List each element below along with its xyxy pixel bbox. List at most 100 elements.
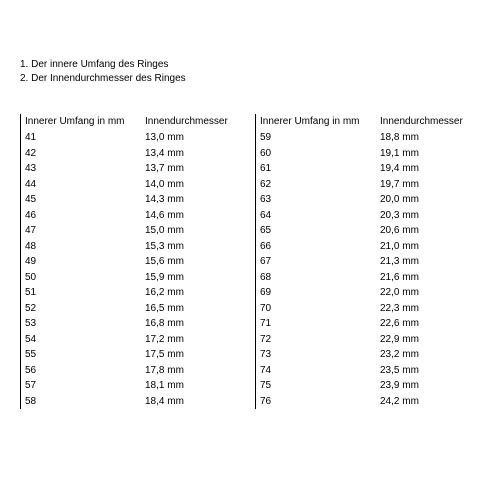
cell-durchmesser: 18,8 mm <box>380 130 480 146</box>
cell-durchmesser: 15,0 mm <box>145 223 245 239</box>
table-row: 5316,8 mm <box>25 316 245 332</box>
table-row: 5116,2 mm <box>25 285 245 301</box>
cell-durchmesser: 15,3 mm <box>145 239 245 255</box>
cell-durchmesser: 13,4 mm <box>145 146 245 162</box>
table-row: 7222,9 mm <box>260 332 480 348</box>
table-body-right: 5918,8 mm6019,1 mm6119,4 mm6219,7 mm6320… <box>260 130 480 409</box>
table-row: 4514,3 mm <box>25 192 245 208</box>
cell-umfang: 66 <box>260 239 380 255</box>
cell-umfang: 47 <box>25 223 145 239</box>
cell-durchmesser: 22,0 mm <box>380 285 480 301</box>
cell-umfang: 49 <box>25 254 145 270</box>
cell-durchmesser: 21,6 mm <box>380 270 480 286</box>
table-row: 7022,3 mm <box>260 301 480 317</box>
table-row: 7423,5 mm <box>260 363 480 379</box>
header-col-durchmesser: Innendurchmesser <box>145 114 245 130</box>
cell-umfang: 52 <box>25 301 145 317</box>
table-row: 7624,2 mm <box>260 394 480 410</box>
table-right: Innerer Umfang in mm Innendurchmesser 59… <box>255 114 480 409</box>
cell-durchmesser: 19,1 mm <box>380 146 480 162</box>
cell-umfang: 41 <box>25 130 145 146</box>
table-row: 6922,0 mm <box>260 285 480 301</box>
table-header: Innerer Umfang in mm Innendurchmesser <box>260 114 480 130</box>
cell-durchmesser: 16,8 mm <box>145 316 245 332</box>
cell-durchmesser: 19,7 mm <box>380 177 480 193</box>
cell-durchmesser: 23,5 mm <box>380 363 480 379</box>
table-row: 5417,2 mm <box>25 332 245 348</box>
cell-umfang: 64 <box>260 208 380 224</box>
cell-umfang: 76 <box>260 394 380 410</box>
cell-umfang: 60 <box>260 146 380 162</box>
table-row: 4915,6 mm <box>25 254 245 270</box>
table-row: 4715,0 mm <box>25 223 245 239</box>
header-col-umfang: Innerer Umfang in mm <box>260 114 380 130</box>
cell-umfang: 51 <box>25 285 145 301</box>
table-row: 6621,0 mm <box>260 239 480 255</box>
table-body-left: 4113,0 mm4213,4 mm4313,7 mm4414,0 mm4514… <box>25 130 245 409</box>
cell-umfang: 48 <box>25 239 145 255</box>
cell-durchmesser: 15,9 mm <box>145 270 245 286</box>
cell-umfang: 54 <box>25 332 145 348</box>
table-row: 6520,6 mm <box>260 223 480 239</box>
table-row: 6821,6 mm <box>260 270 480 286</box>
cell-umfang: 57 <box>25 378 145 394</box>
table-row: 6119,4 mm <box>260 161 480 177</box>
cell-umfang: 61 <box>260 161 380 177</box>
cell-durchmesser: 17,5 mm <box>145 347 245 363</box>
table-header: Innerer Umfang in mm Innendurchmesser <box>25 114 245 130</box>
cell-umfang: 43 <box>25 161 145 177</box>
table-row: 5918,8 mm <box>260 130 480 146</box>
cell-umfang: 44 <box>25 177 145 193</box>
intro-text: 1. Der innere Umfang des Ringes 2. Der I… <box>20 58 480 86</box>
cell-umfang: 56 <box>25 363 145 379</box>
table-row: 5517,5 mm <box>25 347 245 363</box>
cell-umfang: 59 <box>260 130 380 146</box>
cell-umfang: 68 <box>260 270 380 286</box>
cell-durchmesser: 14,0 mm <box>145 177 245 193</box>
cell-durchmesser: 14,6 mm <box>145 208 245 224</box>
cell-durchmesser: 15,6 mm <box>145 254 245 270</box>
table-row: 5818,4 mm <box>25 394 245 410</box>
cell-durchmesser: 16,2 mm <box>145 285 245 301</box>
table-row: 6721,3 mm <box>260 254 480 270</box>
intro-line-2: 2. Der Innendurchmesser des Ringes <box>20 72 480 86</box>
cell-umfang: 50 <box>25 270 145 286</box>
cell-umfang: 53 <box>25 316 145 332</box>
cell-umfang: 42 <box>25 146 145 162</box>
cell-umfang: 71 <box>260 316 380 332</box>
cell-durchmesser: 21,0 mm <box>380 239 480 255</box>
table-row: 7323,2 mm <box>260 347 480 363</box>
table-left: Innerer Umfang in mm Innendurchmesser 41… <box>20 114 255 409</box>
table-row: 4213,4 mm <box>25 146 245 162</box>
table-row: 7523,9 mm <box>260 378 480 394</box>
cell-umfang: 46 <box>25 208 145 224</box>
cell-umfang: 74 <box>260 363 380 379</box>
cell-durchmesser: 22,3 mm <box>380 301 480 317</box>
cell-durchmesser: 19,4 mm <box>380 161 480 177</box>
cell-umfang: 67 <box>260 254 380 270</box>
table-row: 5718,1 mm <box>25 378 245 394</box>
cell-durchmesser: 20,6 mm <box>380 223 480 239</box>
table-row: 6019,1 mm <box>260 146 480 162</box>
table-row: 6219,7 mm <box>260 177 480 193</box>
table-row: 4313,7 mm <box>25 161 245 177</box>
intro-line-1: 1. Der innere Umfang des Ringes <box>20 58 480 72</box>
cell-umfang: 58 <box>25 394 145 410</box>
cell-durchmesser: 18,4 mm <box>145 394 245 410</box>
table-row: 6320,0 mm <box>260 192 480 208</box>
cell-umfang: 73 <box>260 347 380 363</box>
cell-durchmesser: 13,7 mm <box>145 161 245 177</box>
table-row: 4113,0 mm <box>25 130 245 146</box>
cell-durchmesser: 20,3 mm <box>380 208 480 224</box>
cell-durchmesser: 23,9 mm <box>380 378 480 394</box>
cell-umfang: 63 <box>260 192 380 208</box>
cell-durchmesser: 21,3 mm <box>380 254 480 270</box>
cell-durchmesser: 20,0 mm <box>380 192 480 208</box>
cell-umfang: 69 <box>260 285 380 301</box>
cell-umfang: 70 <box>260 301 380 317</box>
cell-umfang: 75 <box>260 378 380 394</box>
cell-durchmesser: 16,5 mm <box>145 301 245 317</box>
table-row: 5015,9 mm <box>25 270 245 286</box>
cell-umfang: 55 <box>25 347 145 363</box>
cell-umfang: 45 <box>25 192 145 208</box>
